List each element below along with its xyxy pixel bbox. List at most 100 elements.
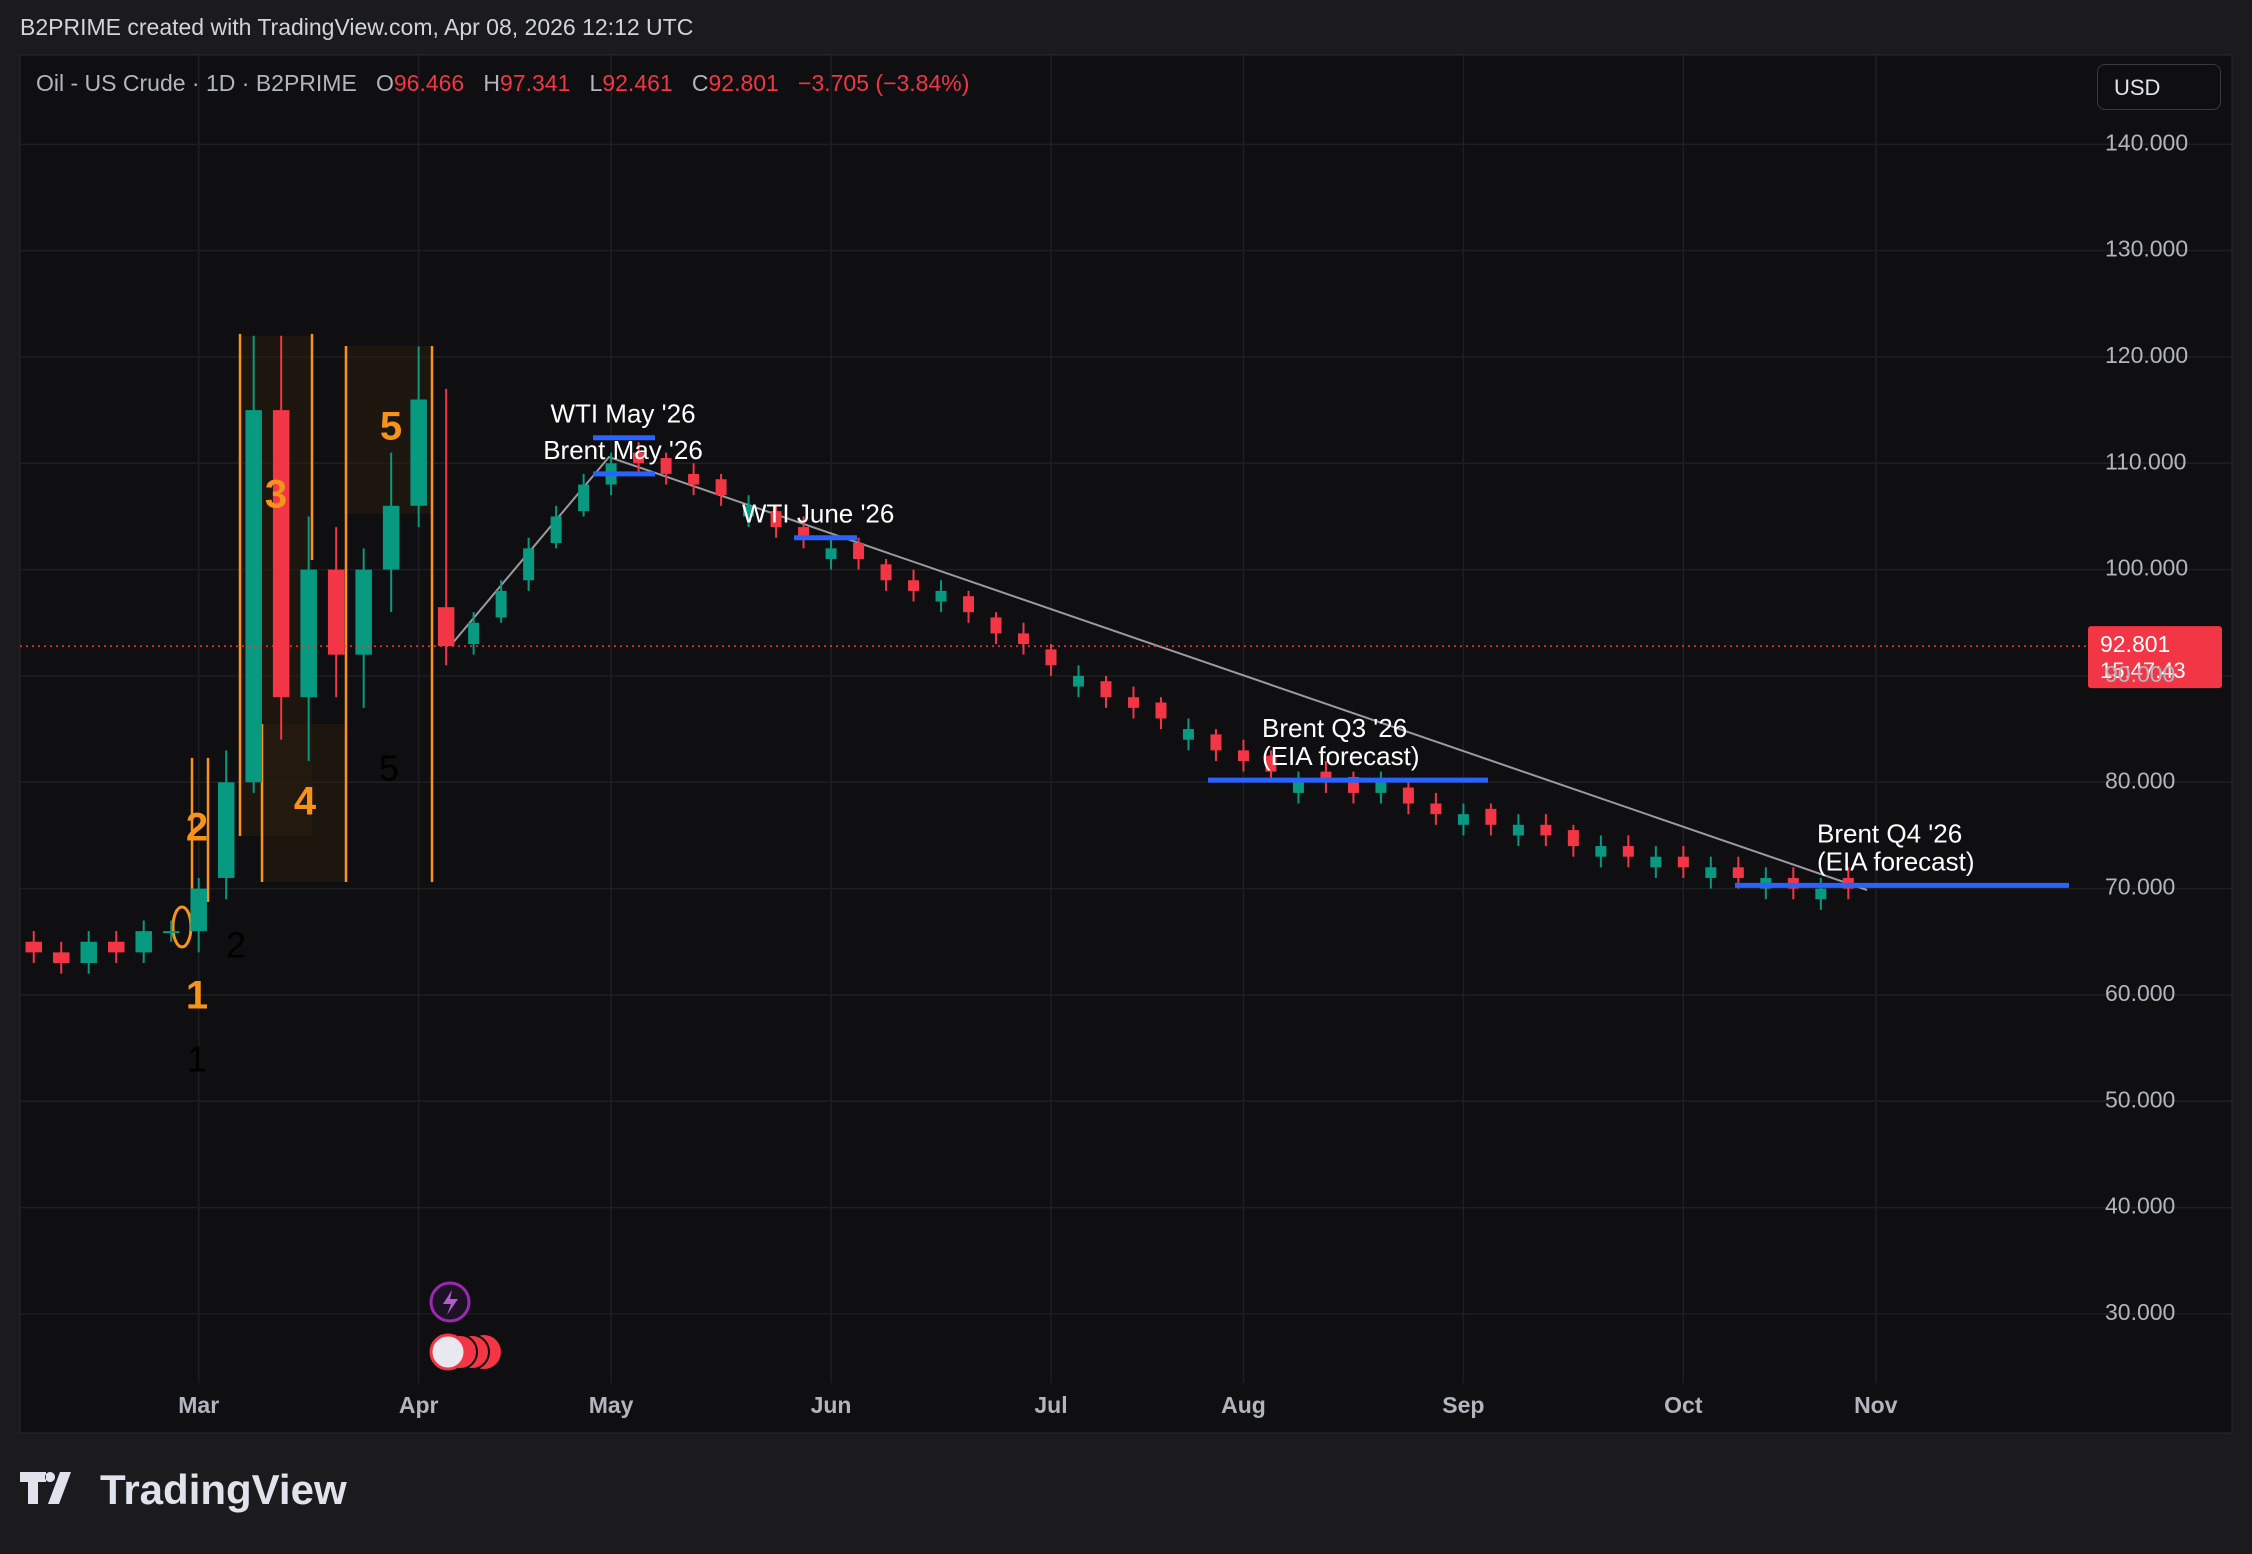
candle-body xyxy=(853,543,865,559)
x-tick-label: Oct xyxy=(1664,1392,1703,1418)
candle-body xyxy=(825,548,837,559)
candle-body xyxy=(1265,755,1277,772)
candle-body xyxy=(1540,824,1552,836)
event-bolt xyxy=(443,1290,458,1315)
candle-body xyxy=(1567,830,1579,847)
candle-body xyxy=(1182,729,1194,740)
wave-label: 4 xyxy=(294,780,317,824)
event-flag xyxy=(429,1333,467,1371)
candle-body xyxy=(382,505,400,570)
x-tick-label: May xyxy=(589,1392,634,1418)
brand-logo[interactable]: TradingView xyxy=(20,1466,347,1514)
x-tick-label: Jul xyxy=(1034,1392,1067,1418)
field-label: C xyxy=(691,70,709,96)
candle-body xyxy=(743,505,755,517)
candle-body xyxy=(715,479,727,496)
x-tick-label: Aug xyxy=(1221,1392,1266,1418)
y-tick-label: 70.000 xyxy=(2105,874,2175,900)
candle-body xyxy=(1430,803,1442,815)
candle-body xyxy=(1650,856,1662,868)
wave-label-black: 1 xyxy=(187,1039,207,1080)
candle-body xyxy=(770,511,782,528)
candle-body xyxy=(550,516,562,544)
brand-text: TradingView xyxy=(100,1466,347,1513)
annotation-text: WTI June '26 xyxy=(742,499,894,529)
candle-body xyxy=(1237,750,1249,761)
candle-body xyxy=(935,590,947,602)
candle-body xyxy=(1155,702,1167,719)
candle-body xyxy=(1677,856,1689,868)
candles xyxy=(25,335,1854,974)
wave-box xyxy=(262,724,346,882)
candle-body xyxy=(1347,776,1359,793)
x-tick-label: Apr xyxy=(399,1392,439,1418)
y-tick-label: 80.000 xyxy=(2105,767,2175,793)
price-tag-value: 92.801 xyxy=(2100,631,2170,657)
candle-body xyxy=(1595,846,1607,857)
candle-body xyxy=(300,569,317,698)
trend-line xyxy=(450,455,1868,891)
candle-body xyxy=(798,527,810,538)
wave-label: 2 xyxy=(186,806,208,850)
candle-body xyxy=(578,484,590,512)
currency-button[interactable]: USD xyxy=(2097,64,2221,110)
annotation-text: WTI May '26 xyxy=(550,399,695,429)
candle-body xyxy=(990,617,1002,634)
wave-label: 3 xyxy=(265,473,287,517)
candle-body xyxy=(908,580,920,591)
candle-body xyxy=(245,410,262,783)
price-tag-timer: 15:47:43 xyxy=(2100,658,2186,683)
candle-body xyxy=(437,607,455,647)
candle-body xyxy=(1512,824,1524,836)
candle-body xyxy=(327,569,345,655)
candle-body xyxy=(355,569,372,655)
annotation-text: Brent Q3 '26 xyxy=(1262,713,1407,743)
candle-body xyxy=(1127,697,1139,708)
annotation-text: (EIA forecast) xyxy=(1817,846,1975,876)
candle-body xyxy=(1292,782,1304,793)
x-tick-label: Mar xyxy=(178,1392,219,1418)
price-tag xyxy=(2088,626,2222,689)
candle-body xyxy=(660,457,672,474)
candle-body xyxy=(468,622,480,645)
events xyxy=(429,1281,501,1371)
candle-body xyxy=(162,931,180,934)
y-tick-label: 60.000 xyxy=(2105,980,2175,1006)
y-tick-label: 100.000 xyxy=(2105,555,2188,581)
candle-body xyxy=(217,782,235,878)
candle-body xyxy=(688,473,700,485)
candle-body xyxy=(190,888,207,932)
y-tick-label: 50.000 xyxy=(2105,1086,2175,1112)
candle-body xyxy=(1402,787,1414,804)
candle-body xyxy=(1045,649,1057,666)
field-label: H xyxy=(483,70,501,96)
wave-label: 5 xyxy=(380,405,402,449)
field-label: L xyxy=(589,70,603,96)
candle-body xyxy=(1210,734,1222,751)
candle-body xyxy=(1815,888,1827,900)
x-tick-label: Nov xyxy=(1854,1392,1898,1418)
candle-body xyxy=(1100,681,1112,698)
annotation-text: (EIA forecast) xyxy=(1262,741,1420,771)
candle-body xyxy=(1375,782,1387,793)
wave-label: 1 xyxy=(186,974,208,1018)
candle-body xyxy=(1732,867,1744,878)
candle-body xyxy=(880,564,892,581)
x-tick-label: Jun xyxy=(811,1392,852,1418)
candle-body xyxy=(523,548,535,581)
y-tick-label: 140.000 xyxy=(2105,129,2188,155)
field-value: 92.801 xyxy=(708,70,779,96)
annotation-text: Brent Q4 '26 xyxy=(1817,818,1962,848)
y-tick-label: 40.000 xyxy=(2105,1193,2175,1219)
y-tick-label: 130.000 xyxy=(2105,236,2188,262)
candle-body xyxy=(272,410,290,698)
y-tick-label: 110.000 xyxy=(2105,448,2186,474)
candle-body xyxy=(107,941,125,953)
candle-body xyxy=(495,590,507,618)
field-label: O xyxy=(375,70,394,96)
candle-body xyxy=(1485,808,1497,825)
chart-panel xyxy=(19,54,2233,1434)
field-value: 92.461 xyxy=(602,70,673,96)
